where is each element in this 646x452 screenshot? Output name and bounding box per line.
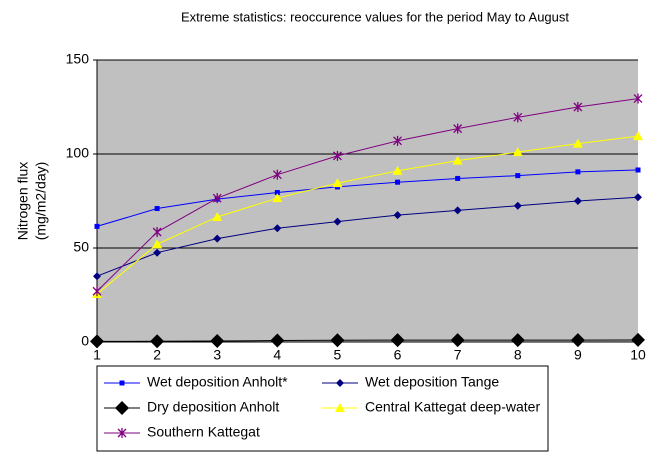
marker	[210, 334, 225, 349]
marker	[336, 379, 344, 387]
x-tick-label: 1	[93, 347, 101, 363]
marker	[513, 201, 522, 210]
series-line	[96, 135, 639, 295]
marker	[90, 334, 104, 349]
x-tick-label: 6	[394, 347, 402, 363]
marker	[453, 206, 462, 215]
marker	[213, 234, 222, 243]
x-tick-label: 7	[454, 347, 462, 363]
marker	[572, 138, 583, 148]
x-tick-label: 3	[213, 347, 221, 363]
marker	[332, 178, 343, 188]
marker	[92, 286, 102, 297]
chart-title: Extreme statistics: reoccurence values f…	[181, 9, 569, 24]
marker	[154, 206, 160, 212]
marker	[94, 223, 100, 229]
x-tick-label: 2	[153, 347, 161, 363]
marker	[390, 333, 405, 348]
y-label-line: (mg/m2/day)	[33, 162, 49, 241]
series-line	[96, 339, 639, 342]
marker	[455, 175, 461, 181]
marker	[152, 227, 162, 238]
marker	[273, 224, 282, 233]
series-line	[96, 98, 639, 292]
marker	[332, 150, 342, 161]
marker	[153, 248, 162, 257]
marker	[635, 167, 641, 173]
marker	[513, 112, 523, 123]
y-tick-label: 100	[66, 145, 90, 161]
marker	[453, 123, 463, 134]
marker	[395, 179, 401, 185]
marker	[115, 401, 129, 415]
marker	[270, 333, 285, 348]
marker	[575, 169, 581, 175]
legend-label: Central Kattegat deep-water	[365, 399, 540, 415]
marker	[335, 403, 345, 412]
marker	[152, 239, 163, 249]
marker	[119, 380, 125, 386]
x-tick-label: 5	[334, 347, 342, 363]
x-tick-label: 4	[273, 347, 281, 363]
marker	[93, 272, 101, 281]
marker	[117, 428, 127, 438]
x-tick-label: 8	[514, 347, 522, 363]
marker	[515, 173, 521, 179]
marker	[452, 155, 463, 165]
legend-label: Dry deposition Anholt	[147, 399, 279, 415]
marker	[392, 165, 403, 175]
marker	[510, 333, 525, 348]
marker	[634, 193, 642, 202]
series-line	[96, 196, 639, 277]
marker	[633, 131, 643, 141]
marker	[333, 217, 342, 226]
y-tick-label: 0	[81, 333, 89, 349]
marker	[274, 190, 280, 196]
marker	[150, 334, 165, 349]
marker	[272, 193, 283, 203]
y-tick-label: 150	[66, 51, 90, 67]
series-line	[96, 169, 639, 227]
marker	[272, 169, 282, 180]
y-tick-label: 50	[73, 239, 89, 255]
marker	[212, 193, 222, 204]
marker	[330, 333, 345, 348]
legend-label: Wet deposition Anholt*	[147, 374, 288, 390]
marker	[393, 211, 402, 220]
y-axis-label: Nitrogen flux (mg/m2/day)	[15, 162, 49, 241]
marker	[631, 332, 645, 347]
marker	[573, 197, 582, 205]
legend-label: Wet deposition Tange	[365, 374, 499, 390]
y-label-line: Nitrogen flux	[15, 162, 31, 241]
marker	[573, 102, 583, 112]
marker	[393, 135, 403, 146]
x-tick-label: 10	[630, 347, 646, 363]
marker	[512, 147, 523, 157]
marker	[450, 333, 465, 348]
marker	[212, 211, 223, 221]
x-tick-label: 9	[574, 347, 582, 363]
legend-label: Southern Kattegat	[147, 424, 260, 440]
marker	[570, 333, 585, 348]
plot-area	[97, 60, 638, 342]
marker	[633, 93, 643, 104]
